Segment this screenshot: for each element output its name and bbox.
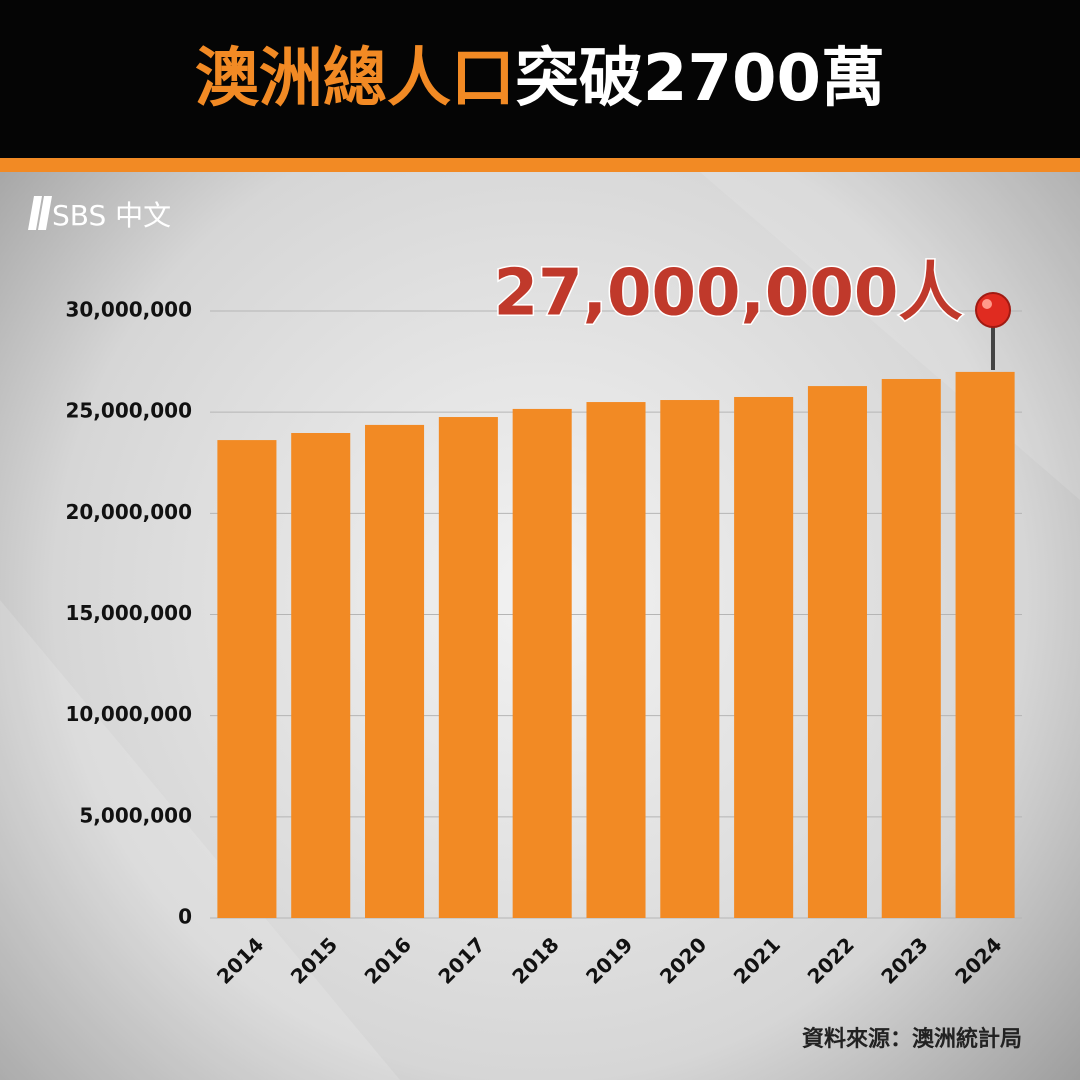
header-strip — [0, 158, 1080, 172]
y-tick-label: 10,000,000 — [65, 702, 192, 726]
y-tick-label: 20,000,000 — [65, 500, 192, 524]
bar — [512, 408, 572, 918]
bar — [291, 433, 351, 918]
bar — [217, 440, 277, 918]
logo-mark — [28, 196, 52, 230]
y-tick-label: 15,000,000 — [65, 601, 192, 625]
bar — [734, 396, 794, 918]
bar — [586, 402, 646, 918]
bar — [881, 378, 941, 918]
pin-head — [975, 292, 1011, 328]
y-tick-label: 30,000,000 — [65, 298, 192, 322]
y-tick-label: 5,000,000 — [79, 803, 192, 827]
annotation: 27,000,000人 — [494, 257, 963, 331]
y-tick-label: 0 — [178, 905, 192, 929]
bar — [807, 386, 867, 918]
bar — [365, 424, 425, 918]
chart-title: 澳洲總人口突破2700萬 — [195, 42, 885, 116]
pin-shine — [982, 299, 992, 309]
bg-shape — [0, 600, 400, 1080]
logo-stripes — [28, 196, 52, 230]
title-rest: 突破2700萬 — [515, 42, 885, 116]
source: 資料來源：澳洲統計局 — [802, 1026, 1022, 1052]
bar — [955, 371, 1015, 918]
header — [0, 0, 1080, 158]
logo: SBS 中文 — [52, 199, 171, 232]
bar — [660, 400, 720, 918]
y-tick-label: 25,000,000 — [65, 399, 192, 423]
title-highlight: 澳洲總人口 — [195, 42, 515, 116]
bar — [438, 417, 498, 918]
